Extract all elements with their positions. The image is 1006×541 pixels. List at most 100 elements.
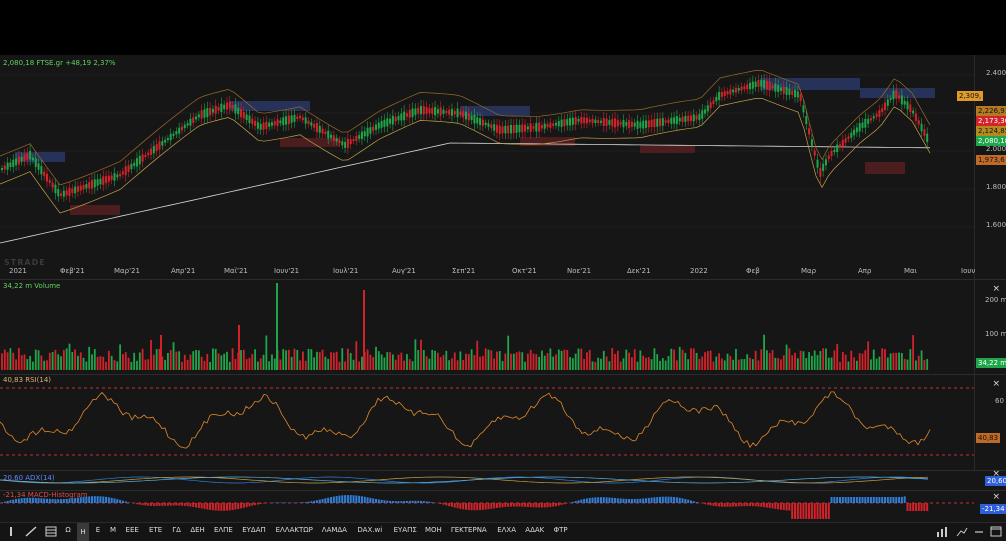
volume-bar [836,344,838,370]
close-icon[interactable]: × [992,469,1000,479]
symbol-tab[interactable]: ΓΔ [169,526,185,534]
chart-settings-icon[interactable] [955,525,969,538]
macd-bar [783,503,785,510]
macd-bar [319,500,321,503]
time-axis[interactable]: 2021 Φεβ'21 Μαρ'21 Απρ'21 Μαϊ'21 Ιουν'21… [0,263,1006,279]
symbol-tab[interactable]: ΕΤΕ [145,526,165,534]
macd-bar [794,503,796,519]
symbol-tab[interactable]: Μ [107,526,119,534]
symbol-tab[interactable]: ΕΥΔΑΠ [239,526,269,534]
volume-bar [271,354,273,370]
candle [353,139,355,141]
macd-bar [772,503,774,508]
volume-bar [119,344,121,370]
candle [465,112,467,120]
close-icon[interactable]: × [992,379,1000,389]
candle [434,107,436,115]
macd-bar [516,503,518,507]
trendline-icon[interactable] [24,525,38,538]
macd-bar [552,503,554,507]
macd-chart[interactable] [0,491,974,521]
candle [912,111,914,114]
close-icon[interactable]: × [992,284,1000,294]
candle [544,124,546,129]
macd-bar [589,498,591,503]
symbol-tab[interactable]: Ε [92,526,104,534]
symbol-tab[interactable]: DAX.wi [352,526,387,534]
volume-bar [175,352,177,370]
candle [32,157,34,160]
macd-bar [369,498,371,503]
candle [184,125,186,128]
volume-bar [732,360,734,370]
close-icon[interactable]: × [992,492,1000,502]
volume-bar [572,358,574,370]
symbol-tab[interactable]: ΕΥΑΠΣ [390,526,420,534]
volume-bar [361,357,363,370]
symbol-tab[interactable]: ΓΕΚΤΕΡΝΑ [447,526,491,534]
symbol-tab[interactable]: ΕΛΧΑ [494,526,519,534]
candle [71,189,73,194]
candle [561,120,563,127]
macd-bar [184,503,186,506]
window-icon[interactable] [989,525,1003,538]
price-axis[interactable]: 2.400 2.000 1.800 1.600 [974,55,1006,279]
symbol-tab[interactable]: ΕΕΕ [122,526,142,534]
candle [732,90,734,93]
candle [485,123,487,125]
volume-bar [825,349,827,370]
bar-chart-icon[interactable] [935,525,949,538]
macd-bar [113,498,115,503]
volume-bar [535,354,537,370]
person-icon[interactable] [6,525,16,538]
symbol-tab[interactable]: ΕΛΛΑΚΤΩΡ [272,526,316,534]
candle [324,132,326,134]
adx-chart[interactable] [0,471,974,490]
volume-bar [198,350,200,370]
macd-bar [828,503,830,519]
macd-bar [707,503,709,505]
symbol-tab[interactable]: ΦΤΡ [550,526,570,534]
candle [766,81,768,90]
volume-bar [462,360,464,370]
rsi-axis[interactable]: 60 [974,375,1006,470]
candle [54,185,56,194]
volume-bar [153,355,155,370]
volume-bar [521,352,523,370]
volume-bar [232,348,234,370]
macd-bar [738,503,740,506]
macd-bar [563,503,565,504]
symbol-tab[interactable]: ΕΛΠΕ [211,526,236,534]
macd-bar [620,499,622,503]
rsi-pane[interactable]: 40,83 RSI(14) 60 40,83 × [0,375,1006,470]
price-pane[interactable]: 2,080,18 FTSE.gr +48,19 2,37% STRADE 2.4… [0,55,1006,279]
price-chart[interactable] [0,55,974,279]
adx-pane[interactable]: 20,60 ADX(14) 20,60 × [0,471,1006,490]
symbol-tab[interactable]: ΑΔΑΚ [522,526,547,534]
candle [738,88,740,91]
macd-bar [527,503,529,507]
volume-bar [136,361,138,370]
volume-bar [772,350,774,370]
rsi-chart[interactable] [0,375,974,470]
symbol-tab[interactable]: ΜΟΗ [423,526,443,534]
volume-bar [909,349,911,370]
symbol-tab[interactable]: ΔΕΗ [187,526,207,534]
macd-bar [212,503,214,510]
minimize-icon[interactable] [973,525,985,538]
symbol-tab[interactable]: ΛΑΜΔΑ [319,526,349,534]
macd-pane[interactable]: -21,34 MACD-Histogram -21,34 × [0,491,1006,521]
volume-chart[interactable] [0,280,974,374]
symbol-tab[interactable]: Ω [62,526,74,534]
volume-pane[interactable]: 34,22 m Volume 200 m 100 m 34,22 m × [0,280,1006,374]
candle [187,123,189,125]
candle [322,129,324,134]
grid-icon[interactable] [44,525,58,538]
candle [130,164,132,169]
volume-bar [853,357,855,370]
symbol-tab[interactable]: Η [77,523,89,541]
candle [901,95,903,104]
candle [490,124,492,128]
macd-bar [445,503,447,505]
volume-bar [502,361,504,370]
